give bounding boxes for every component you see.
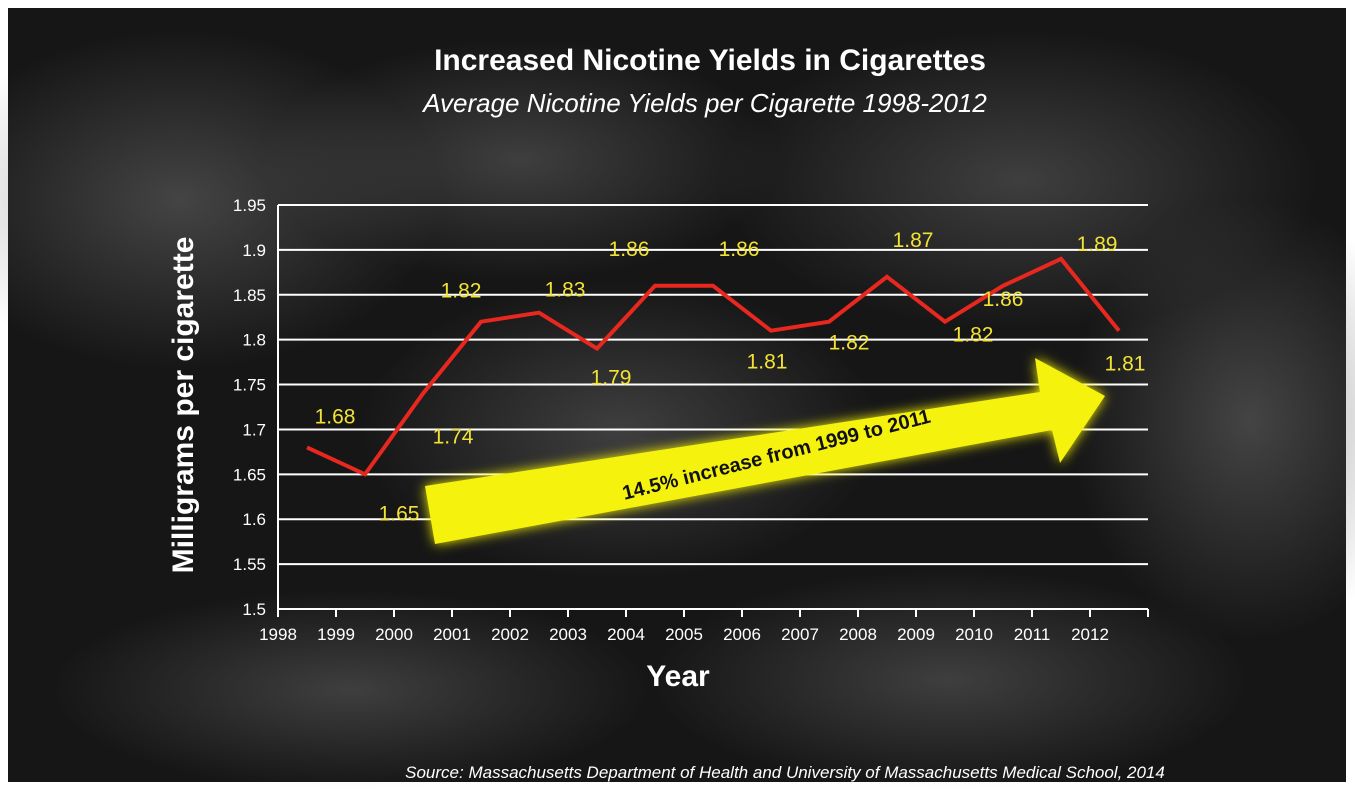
x-tick-label: 2009 bbox=[897, 625, 935, 644]
x-tick-label: 2005 bbox=[665, 625, 703, 644]
chart-subtitle: Average Nicotine Yields per Cigarette 19… bbox=[421, 88, 987, 118]
x-tick-label: 2010 bbox=[955, 625, 993, 644]
y-tick-label: 1.75 bbox=[233, 376, 266, 395]
y-tick-label: 1.8 bbox=[242, 331, 266, 350]
data-label: 1.68 bbox=[315, 405, 356, 428]
x-tick-label: 2003 bbox=[549, 625, 587, 644]
x-tick-label: 2007 bbox=[781, 625, 819, 644]
x-tick-label: 2006 bbox=[723, 625, 761, 644]
y-ticks: 1.95 1.9 1.85 1.8 1.75 1.7 1.65 1.6 1.55 1.5 bbox=[233, 196, 266, 619]
source-note: Source: Massachusetts Department of Heal… bbox=[405, 763, 1165, 782]
x-tick-label: 1999 bbox=[317, 625, 355, 644]
data-label: 1.86 bbox=[719, 238, 760, 261]
data-label: 1.81 bbox=[1105, 353, 1146, 376]
chart-title: Increased Nicotine Yields in Cigarettes bbox=[434, 44, 986, 77]
x-tick-label: 2001 bbox=[433, 625, 471, 644]
data-label: 1.87 bbox=[893, 229, 934, 252]
gridlines bbox=[277, 204, 1148, 610]
y-tick-label: 1.55 bbox=[233, 555, 266, 574]
data-label: 1.86 bbox=[983, 288, 1024, 311]
data-label: 1.82 bbox=[953, 324, 994, 347]
x-ticks: 1998 1999 2000 2001 2002 2003 2004 2005 2006 2007… bbox=[259, 609, 1149, 644]
y-tick-label: 1.85 bbox=[233, 286, 266, 305]
smoke-texture bbox=[0, 30, 1355, 790]
data-label: 1.65 bbox=[379, 502, 420, 525]
data-label: 1.82 bbox=[829, 332, 870, 355]
data-labels: 1.68 1.65 1.74 1.82 1.83 1.79 1.86 1.86 1.81 1.82… bbox=[315, 229, 1146, 526]
x-tick-label: 1998 bbox=[259, 625, 297, 644]
x-tick-label: 2008 bbox=[839, 625, 877, 644]
x-tick-label: 2002 bbox=[491, 625, 529, 644]
data-label: 1.83 bbox=[545, 279, 586, 302]
y-tick-label: 1.6 bbox=[242, 510, 266, 529]
y-tick-label: 1.5 bbox=[242, 600, 266, 619]
x-tick-label: 2011 bbox=[1014, 625, 1051, 644]
x-axis-label: Year bbox=[646, 660, 710, 693]
x-tick-label: 2000 bbox=[375, 625, 413, 644]
y-tick-label: 1.9 bbox=[242, 241, 266, 260]
data-label: 1.74 bbox=[433, 426, 474, 449]
y-tick-label: 1.65 bbox=[233, 465, 266, 484]
data-label: 1.86 bbox=[609, 238, 650, 261]
series-line bbox=[306, 256, 1121, 477]
data-label: 1.89 bbox=[1077, 233, 1118, 256]
data-label: 1.79 bbox=[591, 367, 632, 390]
series-line-path bbox=[306, 256, 1121, 477]
increase-arrow bbox=[425, 358, 1105, 544]
data-label: 1.81 bbox=[747, 351, 788, 374]
y-tick-label: 1.7 bbox=[242, 420, 266, 439]
data-label: 1.82 bbox=[441, 280, 482, 303]
y-tick-label: 1.95 bbox=[233, 196, 266, 215]
x-tick-label: 2004 bbox=[607, 625, 645, 644]
y-axis-label: Milligrams per cigarette bbox=[167, 237, 200, 574]
x-tick-label: 2012 bbox=[1071, 625, 1109, 644]
